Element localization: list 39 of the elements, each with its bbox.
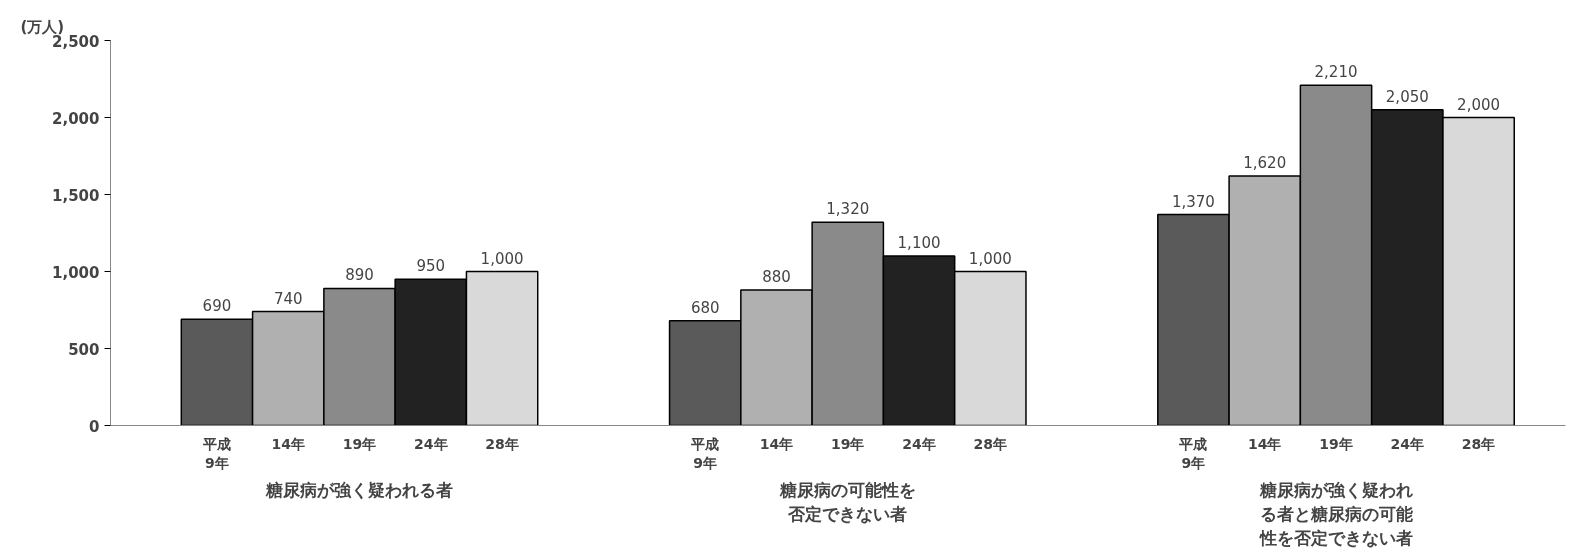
- data-label: 1,000: [480, 249, 524, 268]
- y-tick-label: 2,000: [52, 109, 100, 128]
- x-tick-label: 糖尿病が強く疑われる者と糖尿病の可能性を否定できない者: [1258, 479, 1413, 548]
- data-label: 1,370: [1171, 192, 1215, 211]
- data-label: 680: [690, 298, 720, 317]
- text: 14年: [1247, 435, 1282, 452]
- series-label: 28年: [485, 435, 519, 452]
- x-tick-label: 糖尿病の可能性を否定できない者: [778, 479, 916, 524]
- series-label: 平成 9年: [201, 435, 231, 471]
- data-label: 1,100: [897, 234, 941, 253]
- series-label: 24年: [414, 435, 448, 452]
- y-tick-label: 1,000: [52, 263, 100, 282]
- x-tick-label: 糖尿病が強く疑われる者: [265, 479, 454, 500]
- y-tick-label: 500: [68, 340, 100, 359]
- text: 平成 9年: [1179, 435, 1208, 471]
- data-label: 880: [762, 267, 791, 286]
- data-label: 890: [345, 266, 374, 285]
- text: 28年: [1461, 435, 1496, 452]
- text: 14年: [759, 435, 794, 452]
- data-label: 740: [273, 289, 303, 308]
- data-label: 1,620: [1243, 154, 1287, 173]
- y-axis-title: (万人): [20, 17, 65, 36]
- data-label: 2,000: [1457, 95, 1501, 114]
- text: 28年: [973, 435, 1008, 452]
- y-tick-label: 0: [89, 417, 100, 436]
- text: 24年: [902, 435, 936, 452]
- data-label: 2,050: [1385, 87, 1429, 106]
- series-label: 19年: [342, 435, 377, 452]
- text: 平成 9年: [691, 435, 720, 471]
- text: 19年: [1319, 435, 1353, 452]
- data-label: 1,000: [968, 249, 1012, 268]
- y-tick-label: 1,500: [52, 186, 100, 205]
- data-label: 1,320: [826, 200, 870, 219]
- data-label: 690: [202, 297, 232, 316]
- data-label: 950: [416, 257, 446, 276]
- data-label: 2,210: [1314, 63, 1358, 82]
- series-label: 14年: [271, 435, 305, 452]
- text: 19年: [831, 435, 865, 452]
- text: 24年: [1390, 435, 1425, 452]
